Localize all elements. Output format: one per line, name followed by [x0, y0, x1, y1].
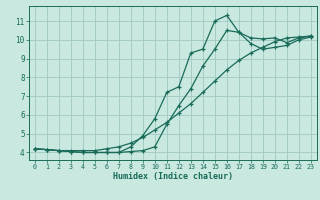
X-axis label: Humidex (Indice chaleur): Humidex (Indice chaleur) — [113, 172, 233, 181]
